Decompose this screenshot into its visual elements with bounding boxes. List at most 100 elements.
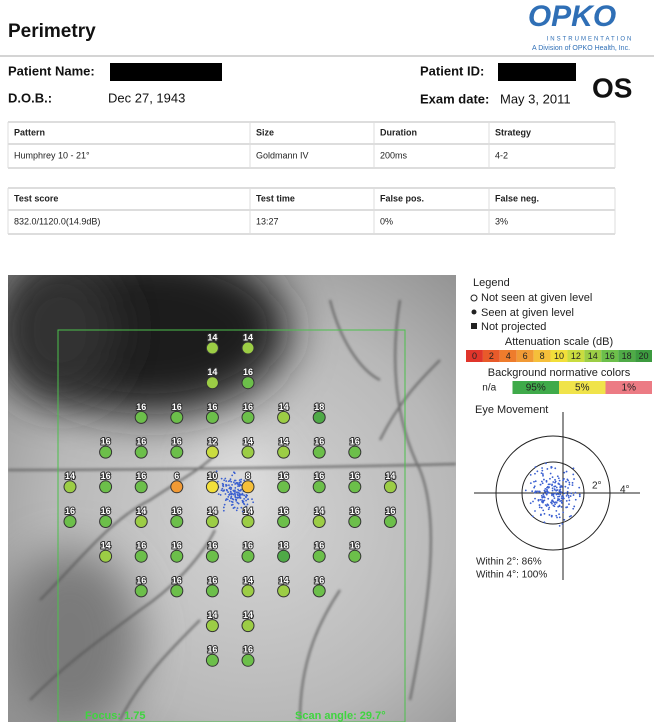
point-value: 16 xyxy=(243,402,253,412)
fixation-dot xyxy=(234,494,237,497)
movement-dot xyxy=(557,493,560,496)
movement-dot xyxy=(540,506,543,509)
movement-dot xyxy=(534,497,536,500)
table-cell: Goldmann IV xyxy=(256,150,309,160)
movement-dot xyxy=(567,494,570,497)
scan-angle: Scan angle: 29.7° xyxy=(295,710,386,722)
fixation-dot xyxy=(235,509,238,512)
fixation-dot xyxy=(224,493,227,495)
movement-dot xyxy=(558,479,561,482)
movement-dot xyxy=(548,514,551,516)
movement-dot xyxy=(571,481,574,484)
movement-dot xyxy=(544,490,547,493)
test-point xyxy=(241,515,255,528)
movement-dot xyxy=(554,503,556,506)
normative-label: n/a xyxy=(482,383,496,394)
fixation-dot xyxy=(236,491,238,494)
movement-dot xyxy=(545,480,548,483)
within-2: Within 2°: 86% xyxy=(476,557,542,568)
test-point xyxy=(170,480,184,494)
point-value: 12 xyxy=(207,436,217,446)
fixation-dot xyxy=(230,504,233,506)
test-point xyxy=(205,653,219,667)
movement-dot xyxy=(562,496,565,498)
movement-dot xyxy=(556,516,558,519)
movement-dot xyxy=(572,473,575,476)
test-point xyxy=(277,480,291,494)
movement-dot xyxy=(567,487,569,489)
point-value: 16 xyxy=(243,541,253,551)
test-point xyxy=(99,445,113,459)
movement-dot xyxy=(537,490,540,493)
movement-dot xyxy=(569,495,572,497)
fixation-dot xyxy=(225,498,228,500)
normative-title: Background normative colors xyxy=(488,367,631,379)
test-point xyxy=(312,480,326,494)
point-value: 14 xyxy=(243,575,253,585)
point-value: 16 xyxy=(207,645,217,655)
movement-dot xyxy=(547,486,550,489)
fixation-dot xyxy=(236,496,239,499)
point-value: 16 xyxy=(207,541,217,551)
scale-cell xyxy=(584,350,602,362)
fixation-dot xyxy=(237,491,240,494)
movement-dot xyxy=(558,513,560,516)
test-point xyxy=(241,410,255,424)
dob: Dec 27, 1943 xyxy=(108,90,185,105)
movement-dot xyxy=(561,523,564,525)
test-point xyxy=(205,376,219,390)
test-point xyxy=(241,480,255,494)
movement-dot xyxy=(555,501,558,504)
movement-dot xyxy=(551,487,554,490)
test-point xyxy=(205,341,219,355)
movement-dot xyxy=(533,486,535,489)
movement-dot xyxy=(542,501,544,503)
movement-dot xyxy=(557,505,560,508)
fixation-dot xyxy=(228,494,231,496)
fixation-dot xyxy=(221,482,224,485)
movement-dot xyxy=(547,508,550,511)
fixation-dot xyxy=(225,483,227,486)
movement-dot xyxy=(534,466,537,468)
movement-dot xyxy=(552,504,555,507)
test-point xyxy=(277,410,291,424)
movement-dot xyxy=(574,491,577,494)
test-point xyxy=(205,549,219,563)
movement-dot xyxy=(550,465,553,468)
fixation-dot xyxy=(228,500,231,502)
test-point xyxy=(312,549,326,563)
fixation-dot xyxy=(231,474,234,477)
test-point xyxy=(277,445,291,459)
normative-cell xyxy=(605,381,652,394)
point-value: 16 xyxy=(314,541,324,551)
fixation-dot xyxy=(241,510,244,513)
movement-dot xyxy=(571,484,574,487)
point-value: 16 xyxy=(314,575,324,585)
table-header: Size xyxy=(256,127,274,137)
test-point xyxy=(312,584,326,598)
test-point xyxy=(241,341,255,355)
movement-dot xyxy=(549,477,551,480)
movement-dot xyxy=(552,500,554,503)
movement-dot xyxy=(534,510,536,512)
normative-label: 95% xyxy=(526,383,546,394)
movement-dot xyxy=(547,497,550,500)
fixation-dot xyxy=(221,487,224,490)
test-point xyxy=(134,410,148,424)
point-value: 16 xyxy=(243,645,253,655)
point-value: 16 xyxy=(350,541,360,551)
table-header: False pos. xyxy=(380,193,424,203)
movement-dot xyxy=(539,483,542,486)
fixation-dot xyxy=(238,481,241,484)
point-value: 14 xyxy=(207,367,217,377)
table-cell: 4-2 xyxy=(495,150,508,160)
fixation-dot xyxy=(240,506,243,509)
scale-label: 0 xyxy=(472,351,477,361)
movement-dot xyxy=(553,488,556,491)
movement-dot xyxy=(558,495,561,498)
movement-dot xyxy=(578,486,581,489)
test-point xyxy=(241,584,255,598)
point-value: 14 xyxy=(279,575,289,585)
fixation-dot xyxy=(229,491,232,493)
movement-dot xyxy=(559,493,562,496)
